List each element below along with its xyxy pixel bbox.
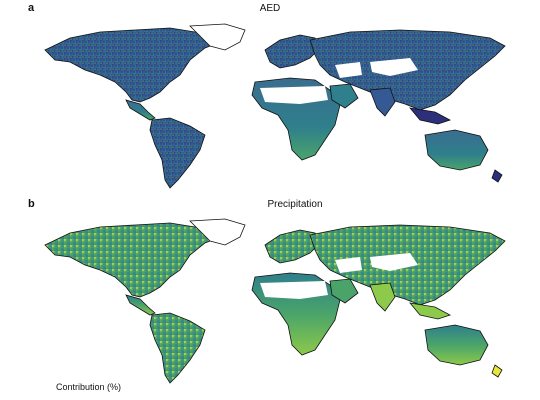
arabia bbox=[329, 83, 359, 109]
australia bbox=[424, 129, 489, 171]
aed-map bbox=[44, 23, 506, 189]
new-zealand bbox=[491, 364, 503, 378]
legend-title: Contribution (%) bbox=[56, 382, 122, 392]
se-asia-islands bbox=[409, 302, 452, 320]
greenland bbox=[189, 23, 246, 51]
asia-no-data-2 bbox=[370, 253, 418, 271]
new-zealand bbox=[491, 169, 503, 183]
north-america bbox=[44, 222, 221, 298]
asia-no-data-2 bbox=[370, 58, 418, 76]
panel-b-title: Precipitation bbox=[267, 199, 323, 210]
central-america bbox=[125, 294, 156, 316]
panel-a-letter: a bbox=[28, 2, 35, 14]
india bbox=[369, 282, 396, 312]
south-america bbox=[149, 117, 206, 189]
india bbox=[369, 87, 396, 117]
central-america bbox=[125, 99, 156, 121]
se-asia-islands bbox=[409, 107, 452, 125]
panel-a-title: AED bbox=[259, 3, 281, 14]
panel-b-letter: b bbox=[28, 198, 35, 210]
south-america bbox=[149, 312, 206, 384]
greenland bbox=[189, 218, 246, 246]
precipitation-map bbox=[44, 218, 506, 384]
asia-no-data-1 bbox=[335, 62, 362, 78]
sahara-no-data bbox=[260, 86, 328, 104]
asia-no-data-1 bbox=[335, 257, 362, 273]
australia bbox=[424, 324, 489, 366]
sahara-no-data bbox=[260, 281, 328, 299]
north-america bbox=[44, 27, 221, 103]
arabia bbox=[329, 278, 359, 304]
